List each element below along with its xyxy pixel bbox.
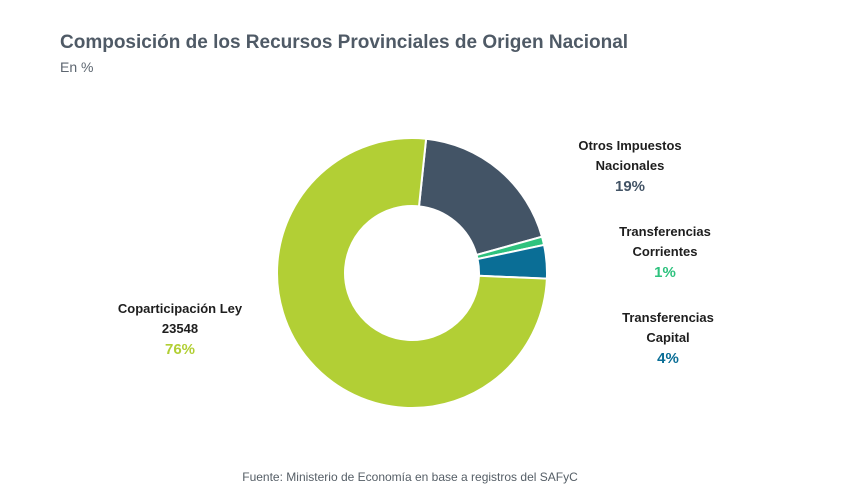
label-transf-corrientes-line2: Corrientes <box>632 244 698 259</box>
label-transf-capital-pct: 4% <box>657 350 679 367</box>
label-otros-impuestos: Otros Impuestos Nacionales 19% <box>555 136 705 197</box>
label-otros-impuestos-line2: Nacionales <box>595 158 665 173</box>
label-transferencias-corrientes: Transferencias Corrientes 1% <box>595 222 735 283</box>
chart-title: Composición de los Recursos Provinciales… <box>60 32 629 53</box>
label-transferencias-capital: Transferencias Capital 4% <box>598 308 738 369</box>
label-coparticipacion-line2: 23548 <box>161 321 199 336</box>
label-otros-impuestos-pct: 19% <box>614 178 646 195</box>
slice-coparticipacion <box>276 137 548 409</box>
label-transf-capital-line2: Capital <box>646 330 690 345</box>
label-otros-impuestos-line1: Otros Impuestos <box>578 138 682 153</box>
chart-subtitle: En % <box>60 59 94 75</box>
label-transf-capital-line1: Transferencias <box>622 310 714 325</box>
label-coparticipacion-line1: Coparticipación Ley <box>117 301 243 316</box>
label-transf-corrientes-pct: 1% <box>654 264 676 281</box>
source-note: Fuente: Ministerio de Economía en base a… <box>242 470 578 484</box>
label-coparticipacion-pct: 76% <box>164 341 196 358</box>
slice-otros-impuestos <box>417 137 544 257</box>
label-coparticipacion: Coparticipación Ley 23548 76% <box>100 299 260 360</box>
label-transf-corrientes-line1: Transferencias <box>619 224 711 239</box>
